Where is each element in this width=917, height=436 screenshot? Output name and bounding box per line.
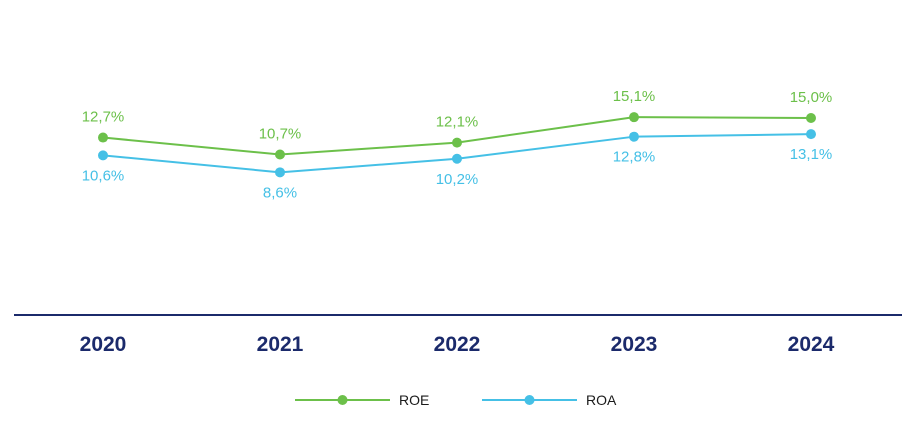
x-tick-label: 2021 — [257, 333, 304, 356]
data-point-roa — [275, 167, 285, 178]
data-point-roa — [806, 129, 816, 140]
data-point-roa — [629, 131, 639, 142]
x-axis-tick-labels: 2020 2021 2022 2023 2024 — [80, 333, 835, 356]
data-label-roa: 10,6% — [82, 167, 125, 184]
series-layer: 12,7% 10,7% 12,1% 15,1% 15,0% 10,6% 8,6% 10,2% 1… — [82, 88, 833, 201]
x-tick-label: 2020 — [80, 333, 127, 356]
data-point-roa — [98, 150, 108, 161]
x-tick-label: 2024 — [788, 333, 835, 356]
data-point-roe — [98, 132, 108, 143]
data-label-roe: 10,7% — [259, 126, 302, 143]
data-point-roe — [629, 112, 639, 123]
data-label-roa: 8,6% — [263, 184, 297, 201]
legend-item-roa: ROA — [482, 392, 617, 408]
data-label-roa: 13,1% — [790, 146, 833, 163]
data-label-roe: 15,1% — [613, 88, 656, 105]
data-label-roa: 10,2% — [436, 171, 479, 188]
data-point-roe — [806, 113, 816, 124]
legend-label: ROA — [586, 392, 617, 408]
legend-marker — [337, 395, 348, 405]
data-label-roa: 12,8% — [613, 149, 656, 166]
data-label-roe: 15,0% — [790, 89, 833, 106]
data-point-roa — [452, 153, 462, 164]
data-point-roe — [452, 137, 462, 148]
legend-item-roe: ROE — [295, 392, 429, 408]
legend-marker — [524, 395, 535, 405]
data-label-roe: 12,1% — [436, 114, 479, 131]
data-label-roe: 12,7% — [82, 109, 125, 126]
data-point-roe — [275, 149, 285, 160]
legend: ROE ROA — [295, 392, 617, 408]
x-tick-label: 2022 — [434, 333, 481, 356]
legend-label: ROE — [399, 392, 429, 408]
x-tick-label: 2023 — [611, 333, 658, 356]
